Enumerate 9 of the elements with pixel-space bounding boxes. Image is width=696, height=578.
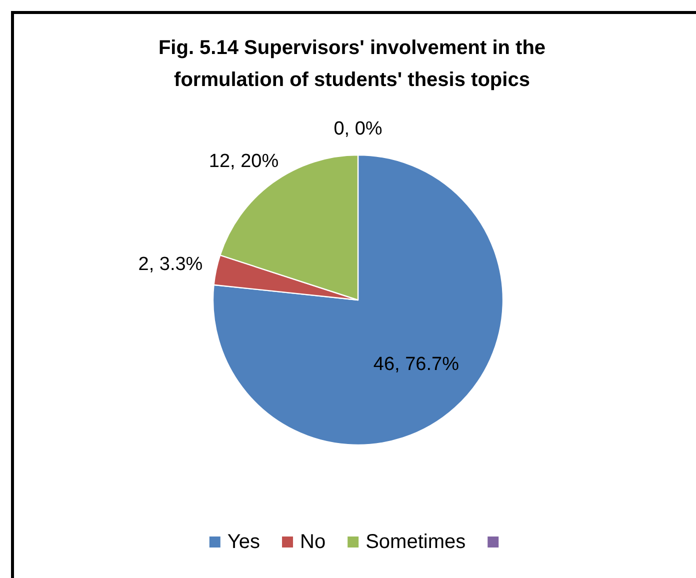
data-label: 2, 3.3% [138, 254, 203, 275]
data-label: 46, 76.7% [373, 354, 460, 376]
text: 0, 0% [334, 118, 382, 140]
legend-label: Sometimes [366, 531, 466, 553]
legend-label: Yes [227, 531, 260, 553]
data-label: 12, 20% [208, 151, 279, 172]
chart-title: Fig. 5.14 Supervisors' involvement in the formulation of students' thesis topics [158, 37, 546, 91]
pie-slice [212, 154, 504, 446]
legend-label: No [300, 531, 326, 553]
